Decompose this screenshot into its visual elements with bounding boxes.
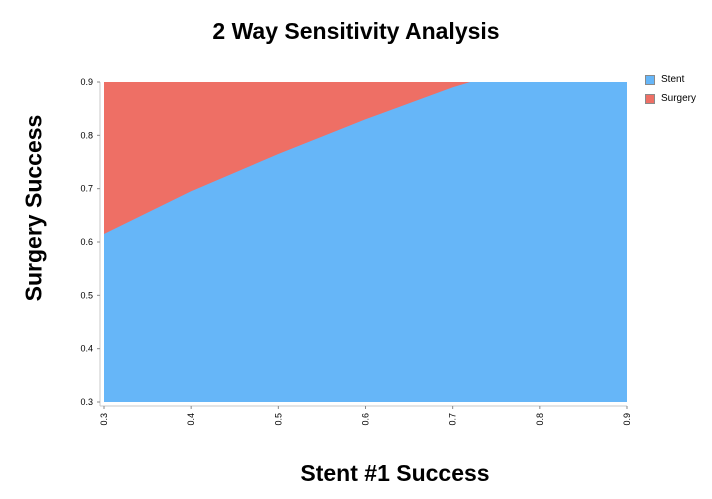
legend-swatch-surgery [645, 93, 655, 104]
x-tick-label: 0.6 [361, 413, 371, 426]
y-tick-label: 0.9 [80, 77, 93, 87]
legend-swatch-stent [645, 74, 655, 85]
x-tick-label: 0.7 [448, 413, 458, 426]
y-tick-label: 0.6 [80, 237, 93, 247]
surgery-region [104, 82, 471, 234]
y-tick-label: 0.5 [80, 290, 93, 300]
x-tick-label: 0.9 [622, 413, 632, 426]
x-tick-label: 0.8 [535, 413, 545, 426]
y-tick-label: 0.3 [80, 397, 93, 407]
x-tick-label: 0.5 [273, 413, 283, 426]
legend-item-stent: Stent [645, 72, 696, 87]
legend: Stent Surgery [645, 72, 696, 110]
y-tick-label: 0.8 [80, 130, 93, 140]
legend-item-surgery: Surgery [645, 91, 696, 106]
legend-label-surgery: Surgery [661, 93, 697, 104]
x-tick-label: 0.3 [99, 413, 109, 426]
y-tick-label: 0.7 [80, 184, 93, 194]
x-tick-label: 0.4 [186, 413, 196, 426]
chart-title: 2 Way Sensitivity Analysis [212, 18, 500, 44]
x-axis-label: Stent #1 Success [300, 460, 490, 486]
y-tick-label: 0.4 [80, 344, 93, 354]
legend-label-stent: Stent [661, 74, 685, 85]
